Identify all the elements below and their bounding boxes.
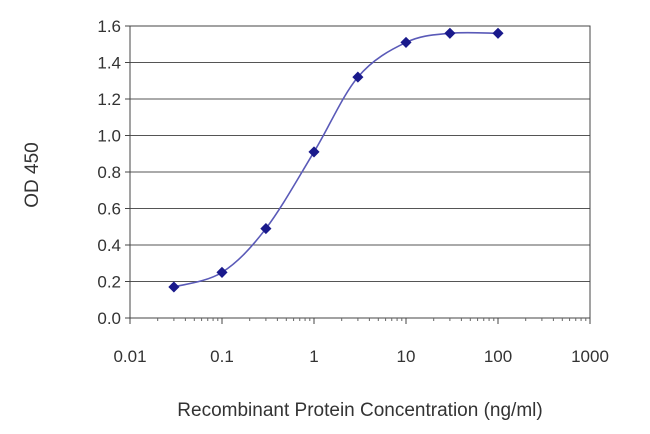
x-tick-label-5: 1000 xyxy=(571,347,609,366)
y-tick-label-2: 0.4 xyxy=(97,236,121,255)
data-point-6 xyxy=(444,27,456,39)
x-axis-title: Recombinant Protein Concentration (ng/ml… xyxy=(177,400,542,421)
x-tick-label-1: 0.1 xyxy=(210,347,234,366)
data-point-3 xyxy=(308,146,320,158)
data-point-0 xyxy=(168,281,180,293)
gridlines xyxy=(130,62,590,282)
y-tick-label-1: 0.2 xyxy=(97,273,121,292)
data-point-7 xyxy=(492,27,504,39)
data-points xyxy=(168,27,504,293)
y-tick-label-5: 1.0 xyxy=(97,127,121,146)
data-point-5 xyxy=(400,36,412,48)
y-tick-label-7: 1.4 xyxy=(97,54,121,73)
y-tick-label-0: 0.0 xyxy=(97,309,121,328)
data-point-4 xyxy=(352,71,364,83)
data-point-2 xyxy=(260,223,272,235)
y-axis-title: OD 450 xyxy=(22,142,43,207)
y-tick-label-8: 1.6 xyxy=(97,17,121,36)
y-tick-label-4: 0.8 xyxy=(97,163,121,182)
data-point-1 xyxy=(216,266,228,278)
y-tick-label-3: 0.6 xyxy=(97,200,121,219)
series-line xyxy=(173,31,499,288)
y-axis-ticks: 0.0 0.2 0.4 0.6 0.8 1.0 1.2 1.4 1.6 xyxy=(97,17,130,328)
x-tick-label-3: 10 xyxy=(397,347,416,366)
x-axis-ticks: 0.01 0.1 1 10 100 1000 xyxy=(113,318,609,366)
fitted-curve xyxy=(173,31,499,288)
x-tick-label-2: 1 xyxy=(309,347,318,366)
x-tick-label-0: 0.01 xyxy=(113,347,146,366)
y-tick-label-6: 1.2 xyxy=(97,90,121,109)
x-tick-label-4: 100 xyxy=(484,347,512,366)
